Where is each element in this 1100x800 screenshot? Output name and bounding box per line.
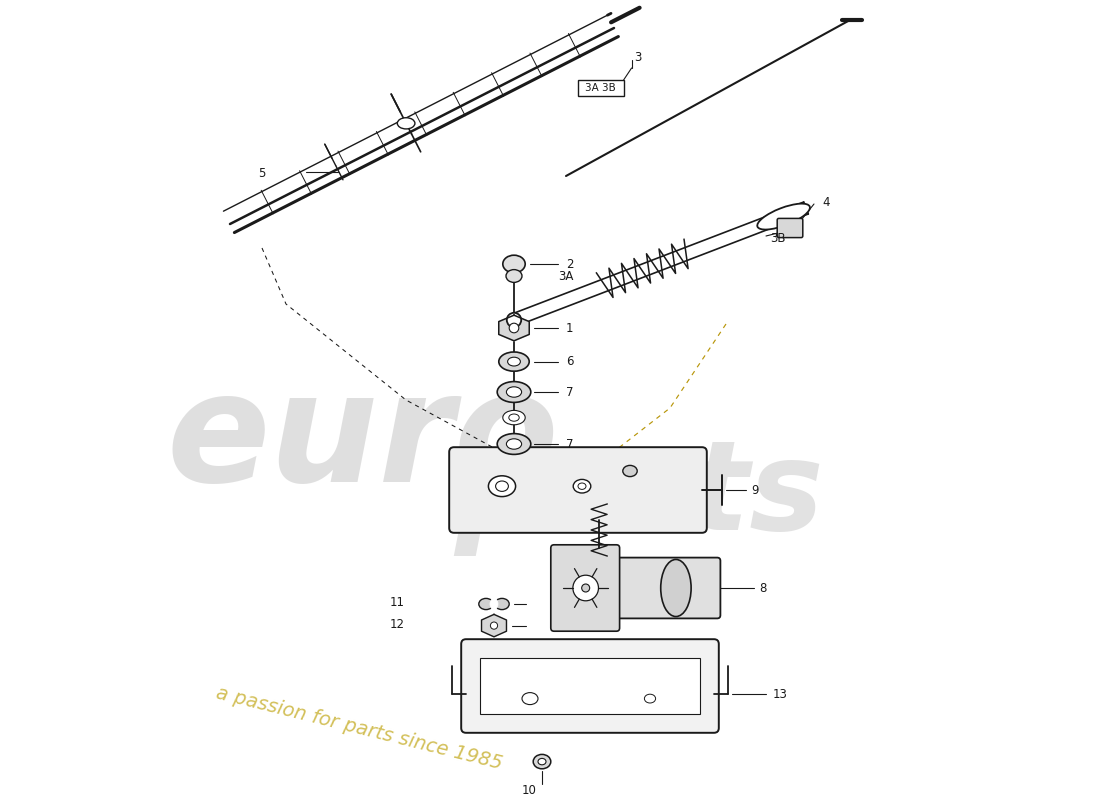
Ellipse shape — [491, 622, 497, 629]
FancyBboxPatch shape — [551, 545, 619, 631]
Ellipse shape — [496, 481, 508, 491]
Ellipse shape — [498, 352, 529, 371]
Ellipse shape — [495, 598, 509, 610]
Ellipse shape — [573, 575, 598, 601]
Polygon shape — [498, 315, 529, 341]
FancyBboxPatch shape — [608, 558, 720, 618]
Ellipse shape — [503, 255, 525, 273]
Text: 13: 13 — [772, 688, 788, 701]
Text: 10: 10 — [521, 784, 537, 797]
Ellipse shape — [661, 559, 691, 617]
Ellipse shape — [582, 584, 590, 592]
Text: 11: 11 — [390, 596, 405, 609]
Text: 4: 4 — [822, 196, 829, 209]
Bar — [578, 80, 624, 96]
Text: 1: 1 — [566, 322, 573, 334]
Text: euro: euro — [166, 366, 559, 514]
Text: 6: 6 — [566, 355, 573, 368]
Ellipse shape — [490, 598, 498, 610]
Ellipse shape — [497, 382, 531, 402]
Ellipse shape — [488, 476, 516, 497]
Ellipse shape — [478, 598, 493, 610]
Ellipse shape — [522, 693, 538, 705]
Text: 3B: 3B — [770, 232, 785, 245]
Ellipse shape — [623, 466, 637, 477]
Ellipse shape — [497, 434, 531, 454]
Text: 5: 5 — [258, 167, 265, 180]
Ellipse shape — [506, 438, 521, 450]
Text: 2: 2 — [566, 258, 573, 270]
Ellipse shape — [645, 694, 656, 703]
Ellipse shape — [506, 270, 522, 282]
Polygon shape — [482, 614, 506, 637]
Ellipse shape — [509, 414, 519, 421]
Ellipse shape — [578, 483, 586, 490]
Ellipse shape — [509, 323, 519, 333]
Ellipse shape — [397, 118, 415, 129]
FancyBboxPatch shape — [461, 639, 718, 733]
Text: 7: 7 — [566, 438, 573, 450]
Text: 12: 12 — [390, 618, 405, 630]
Ellipse shape — [538, 758, 546, 765]
Ellipse shape — [757, 204, 810, 230]
FancyBboxPatch shape — [449, 447, 707, 533]
Ellipse shape — [507, 357, 520, 366]
Ellipse shape — [506, 387, 521, 397]
Ellipse shape — [507, 313, 521, 327]
Text: 3A 3B: 3A 3B — [585, 83, 616, 93]
Ellipse shape — [503, 410, 525, 425]
Text: a passion for parts since 1985: a passion for parts since 1985 — [214, 683, 504, 773]
Ellipse shape — [573, 479, 591, 493]
Text: 9: 9 — [751, 483, 759, 497]
Text: 7: 7 — [566, 386, 573, 398]
FancyBboxPatch shape — [778, 218, 803, 238]
Text: parts: parts — [454, 435, 824, 557]
Text: 8: 8 — [760, 582, 767, 594]
Ellipse shape — [534, 754, 551, 769]
Text: 3A: 3A — [558, 270, 573, 282]
Bar — [481, 658, 700, 714]
Text: 3: 3 — [634, 51, 641, 64]
